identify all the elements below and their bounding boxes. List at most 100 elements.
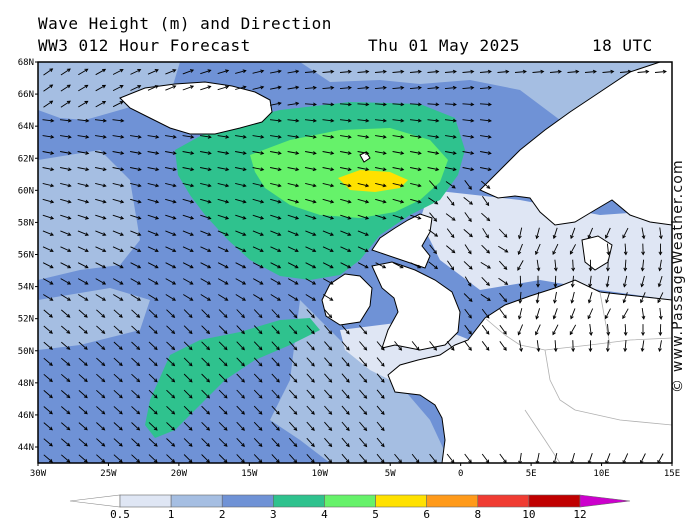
direction-arrow [270, 262, 282, 269]
direction-arrow [306, 325, 315, 335]
colorbar-segment [170, 494, 223, 508]
direction-arrow [131, 357, 141, 367]
direction-arrow [499, 341, 507, 351]
direction-arrow [306, 357, 315, 367]
direction-arrow [43, 357, 53, 367]
direction-arrow [567, 69, 580, 74]
direction-arrow [462, 167, 475, 172]
direction-arrow [517, 308, 523, 320]
direction-arrow [588, 324, 593, 337]
direction-arrow [462, 118, 475, 123]
direction-arrow [217, 278, 229, 285]
direction-arrow [409, 118, 422, 123]
lat-label: 48N [18, 379, 34, 389]
direction-arrow [253, 294, 264, 301]
direction-arrow [165, 214, 177, 220]
direction-arrow [375, 198, 387, 204]
direction-arrow [77, 230, 89, 236]
direction-arrow [464, 276, 472, 287]
direction-arrow [78, 341, 88, 350]
direction-arrow [497, 69, 510, 74]
direction-arrow [359, 357, 368, 367]
direction-arrow [183, 438, 193, 447]
direction-arrow [270, 230, 282, 236]
direction-arrow [304, 85, 317, 90]
direction-arrow [217, 230, 229, 236]
direction-arrow [200, 246, 212, 253]
direction-arrow [517, 243, 523, 256]
direction-arrow [604, 308, 611, 320]
direction-arrow [112, 68, 124, 75]
direction-arrow [252, 262, 264, 269]
direction-arrow [623, 243, 628, 256]
direction-arrow [148, 294, 159, 301]
direction-arrow [464, 308, 472, 319]
direction-arrow [479, 69, 492, 74]
direction-arrow [464, 324, 472, 335]
direction-arrow [549, 69, 562, 74]
direction-arrow [446, 453, 455, 463]
direction-arrow [427, 118, 440, 123]
direction-arrow [131, 389, 141, 399]
direction-arrow [43, 454, 53, 463]
direction-arrow [270, 101, 282, 106]
direction-arrow [218, 357, 228, 367]
direction-arrow [392, 102, 405, 107]
direction-arrow [376, 405, 385, 415]
lat-label: 68N [18, 58, 34, 68]
direction-arrow [236, 454, 245, 463]
direction-arrow [183, 357, 193, 367]
direction-arrow [130, 182, 142, 188]
direction-arrow [305, 214, 317, 220]
direction-arrow [392, 118, 405, 123]
direction-arrow [61, 422, 71, 431]
direction-arrow [340, 167, 352, 172]
direction-arrow [182, 134, 195, 139]
direction-arrow [271, 373, 280, 383]
direction-arrow [658, 340, 662, 353]
direction-arrow [641, 324, 645, 337]
direction-arrow [376, 453, 385, 463]
direction-arrow [165, 262, 177, 269]
direction-arrow [96, 309, 106, 318]
direction-arrow [60, 100, 71, 108]
direction-arrow [322, 69, 335, 74]
direction-arrow [288, 421, 298, 432]
sea-2m-band [38, 288, 150, 350]
direction-arrow [410, 214, 422, 220]
lon-label: 15E [664, 469, 680, 479]
direction-arrow [445, 151, 457, 155]
direction-arrow [392, 262, 404, 269]
direction-arrow [130, 167, 142, 172]
direction-arrow [61, 438, 71, 447]
direction-arrow [60, 230, 72, 236]
direction-arrow [112, 214, 125, 220]
direction-arrow [113, 325, 123, 334]
direction-arrow [657, 453, 664, 463]
direction-arrow [217, 262, 229, 269]
direction-arrow [61, 454, 71, 463]
direction-arrow [357, 246, 369, 253]
direction-arrow [235, 134, 247, 139]
direction-arrow [606, 324, 611, 337]
country-borders [484, 291, 672, 463]
direction-arrow [112, 230, 124, 236]
direction-arrow [235, 246, 247, 253]
direction-arrow [95, 294, 107, 301]
direction-arrow [359, 453, 368, 463]
direction-arrow [96, 422, 106, 431]
direction-arrow [341, 405, 350, 416]
direction-arrow [464, 341, 472, 351]
direction-arrow [200, 167, 212, 172]
direction-arrow [464, 212, 472, 223]
direction-arrow [340, 134, 352, 139]
direction-arrow [553, 340, 558, 353]
direction-arrow [287, 230, 299, 236]
direction-arrow [409, 69, 422, 74]
direction-arrow [166, 357, 176, 367]
lat-label: 54N [18, 283, 34, 293]
direction-arrow [623, 324, 628, 337]
direction-arrow [217, 214, 230, 220]
direction-arrow [130, 198, 142, 204]
